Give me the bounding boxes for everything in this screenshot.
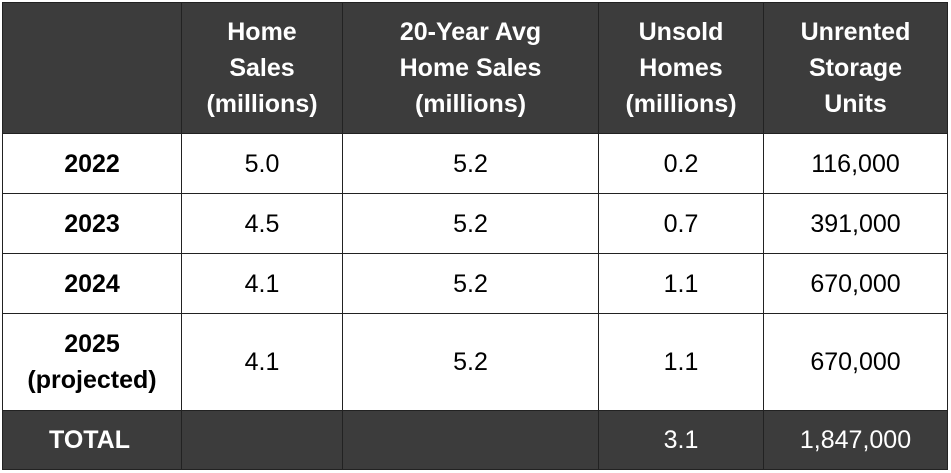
- cell-unrented-units: 391,000: [763, 193, 948, 255]
- table-row: 2024 4.1 5.2 1.1 670,000: [2, 253, 948, 315]
- cell-home-sales: 4.5: [181, 193, 343, 255]
- row-year: 2023: [2, 193, 182, 255]
- header-unsold-homes: Unsold Homes (millions): [598, 2, 764, 134]
- cell-unrented-units: 670,000: [763, 313, 948, 411]
- cell-avg-home-sales: 5.2: [342, 132, 599, 195]
- cell-unsold-homes: 0.2: [598, 132, 764, 195]
- header-row: Home Sales (millions) 20-Year Avg Home S…: [2, 2, 948, 134]
- total-row: TOTAL 3.1 1,847,000: [2, 410, 948, 470]
- total-unrented-units: 1,847,000: [763, 410, 948, 470]
- table-row: 2022 5.0 5.2 0.2 116,000: [2, 132, 948, 195]
- table-row: 2023 4.5 5.2 0.7 391,000: [2, 193, 948, 255]
- cell-unrented-units: 116,000: [763, 132, 948, 195]
- cell-home-sales: 4.1: [181, 253, 343, 315]
- row-year: 2025 (projected): [2, 313, 182, 411]
- header-home-sales: Home Sales (millions): [181, 2, 343, 134]
- cell-unsold-homes: 1.1: [598, 313, 764, 411]
- cell-avg-home-sales: 5.2: [342, 253, 599, 315]
- row-year: 2022: [2, 132, 182, 195]
- total-home-sales: [181, 410, 343, 470]
- cell-avg-home-sales: 5.2: [342, 313, 599, 411]
- total-unsold-homes: 3.1: [598, 410, 764, 470]
- cell-home-sales: 5.0: [181, 132, 343, 195]
- cell-unsold-homes: 0.7: [598, 193, 764, 255]
- total-label: TOTAL: [2, 410, 182, 470]
- row-year: 2024: [2, 253, 182, 315]
- header-unrented-units: Unrented Storage Units: [763, 2, 948, 134]
- header-avg-home-sales: 20-Year Avg Home Sales (millions): [342, 2, 599, 134]
- total-avg-home-sales: [342, 410, 599, 470]
- cell-home-sales: 4.1: [181, 313, 343, 411]
- cell-avg-home-sales: 5.2: [342, 193, 599, 255]
- table-row: 2025 (projected) 4.1 5.2 1.1 670,000: [2, 313, 948, 411]
- cell-unsold-homes: 1.1: [598, 253, 764, 315]
- header-corner-cell: [2, 2, 182, 134]
- cell-unrented-units: 670,000: [763, 253, 948, 315]
